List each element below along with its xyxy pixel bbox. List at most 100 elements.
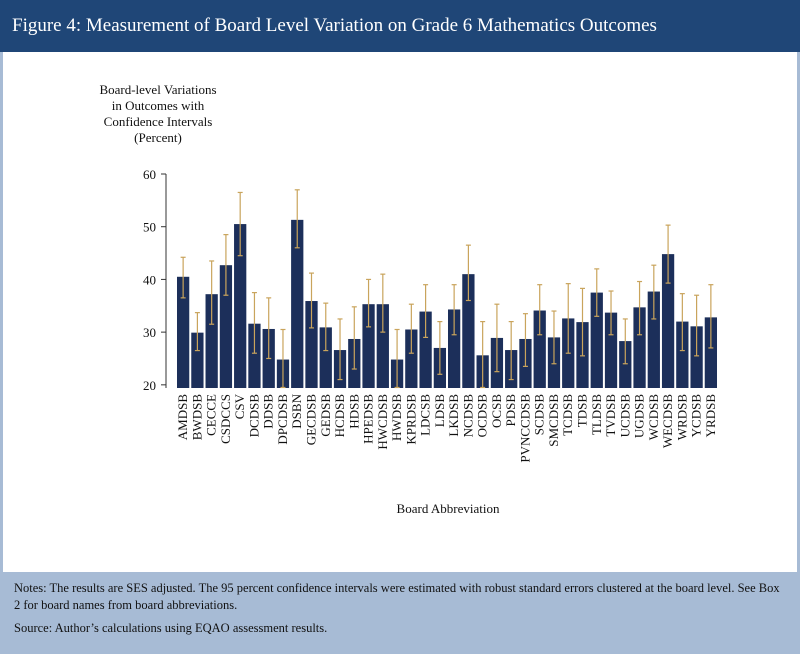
y-tick-label: 40	[143, 272, 156, 287]
bar	[676, 321, 689, 388]
x-tick-label: LKDSB	[446, 394, 461, 437]
y-tick-label: 30	[143, 325, 156, 340]
error-bar	[180, 256, 186, 299]
x-tick-label: UGDSB	[632, 394, 647, 438]
error-bar	[366, 278, 372, 328]
bar	[619, 341, 632, 388]
x-tick-label: TDSB	[575, 394, 590, 428]
source: Source: Author’s calculations using EQAO…	[14, 620, 328, 635]
error-bar	[637, 280, 643, 336]
y-axis-title: (Percent)	[134, 130, 182, 145]
bar	[376, 304, 389, 388]
error-bar	[309, 272, 314, 329]
x-tick-label: GECDSB	[304, 394, 319, 446]
error-bar	[437, 320, 443, 375]
x-tick-label: DPCDSB	[275, 394, 290, 445]
error-bar	[580, 287, 585, 357]
x-tick-label: WRDSB	[674, 394, 689, 441]
x-tick-label: HWDSB	[389, 394, 404, 441]
error-bar	[209, 260, 215, 325]
x-tick-label: WECDSB	[660, 394, 675, 449]
chart-panel	[0, 52, 800, 572]
error-bar	[665, 224, 671, 284]
x-tick-label: DCDSB	[246, 394, 261, 438]
x-tick-label: HCDSB	[332, 394, 347, 438]
y-tick-label: 60	[143, 167, 156, 182]
error-bar	[651, 264, 657, 320]
error-bar	[537, 284, 543, 336]
x-tick-label: WCDSB	[646, 394, 661, 441]
bar	[447, 309, 461, 388]
bar	[362, 304, 375, 388]
y-axis-title: in Outcomes with	[112, 98, 205, 113]
bar	[305, 301, 318, 388]
y-axis-title: Confidence Intervals	[104, 114, 213, 129]
error-bar	[708, 284, 714, 349]
error-bar	[522, 313, 528, 367]
x-tick-label: TVDSB	[603, 394, 618, 437]
x-tick-label: HDSB	[346, 394, 361, 429]
error-bar	[408, 303, 414, 354]
bar	[419, 311, 432, 388]
x-tick-label: PDSB	[503, 394, 518, 427]
error-bar	[351, 306, 357, 370]
error-bar	[565, 283, 571, 354]
error-bar	[237, 191, 243, 257]
error-bar	[494, 303, 500, 373]
error-bar	[194, 312, 200, 352]
bar	[633, 307, 646, 388]
x-tick-label: TCDSB	[560, 394, 575, 436]
bar	[248, 323, 261, 388]
y-axis-title: Board-level Variations	[99, 82, 216, 97]
bar	[604, 312, 618, 388]
x-axis-title: Board Abbreviation	[397, 501, 500, 516]
bar	[661, 254, 675, 388]
error-bar	[380, 273, 386, 333]
bar	[704, 317, 718, 388]
notes: Notes: The results are SES adjusted. The…	[0, 572, 800, 654]
x-tick-label: DDSB	[261, 394, 276, 429]
error-bar	[223, 234, 229, 296]
x-tick-label: BWDSB	[189, 394, 204, 441]
bar	[405, 329, 418, 388]
x-tick-label: YCDSB	[689, 394, 704, 438]
x-tick-label: UCDSB	[617, 394, 632, 438]
x-tick-label: OCDSB	[475, 394, 490, 438]
x-tick-label: SCDSB	[532, 394, 547, 436]
y-tick-label: 20	[143, 378, 156, 393]
bar	[291, 219, 304, 388]
error-bar	[508, 320, 514, 381]
bar	[319, 327, 332, 388]
error-bar	[608, 290, 614, 336]
x-tick-label: LDSB	[432, 394, 447, 428]
error-bar	[394, 328, 400, 389]
x-tick-label: DSBN	[289, 393, 304, 428]
y-tick-label: 50	[143, 220, 156, 235]
error-bar	[694, 294, 700, 357]
bar	[462, 274, 475, 388]
bar	[647, 291, 660, 388]
x-tick-label: LDCSB	[418, 394, 433, 436]
error-bar	[480, 320, 486, 389]
error-bar	[294, 189, 300, 249]
bar	[533, 310, 546, 388]
error-bar	[594, 268, 600, 317]
x-tick-label: KPRDSB	[403, 394, 418, 445]
figure-title: Figure 4: Measurement of Board Level Var…	[0, 0, 800, 52]
error-bar	[451, 284, 457, 336]
x-tick-label: OCSB	[489, 394, 504, 428]
error-bar	[551, 310, 557, 365]
x-tick-label: SMCDSB	[546, 394, 561, 447]
error-bar	[465, 244, 471, 302]
error-bar	[423, 284, 429, 338]
error-bar	[266, 297, 272, 360]
error-bar	[251, 291, 257, 354]
x-tick-label: CECCE	[204, 394, 219, 436]
x-tick-label: AMDSB	[175, 394, 190, 441]
bar	[176, 276, 190, 388]
bar	[191, 332, 204, 388]
x-tick-label: TLDSB	[589, 394, 604, 436]
error-bar	[323, 302, 329, 352]
